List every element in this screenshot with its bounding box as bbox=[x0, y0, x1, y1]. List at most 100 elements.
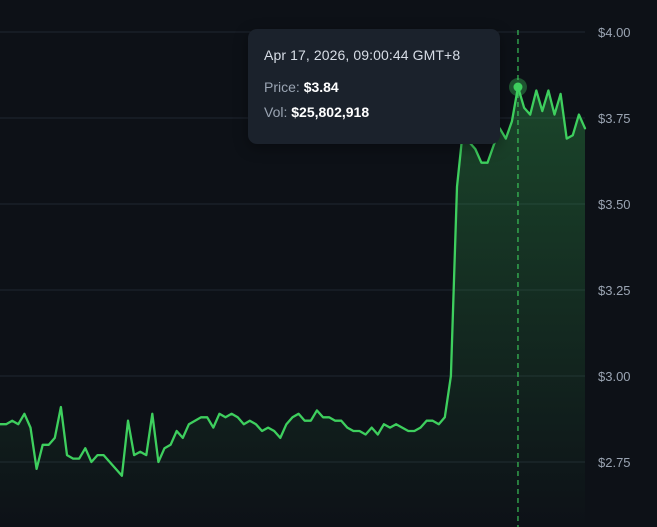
data-point bbox=[272, 429, 276, 433]
data-point bbox=[22, 412, 26, 416]
data-point bbox=[443, 415, 447, 419]
y-tick-label: $3.75 bbox=[598, 111, 631, 126]
data-point bbox=[47, 443, 51, 447]
tooltip-volume-value: $25,802,918 bbox=[291, 104, 370, 120]
y-tick-label: $3.25 bbox=[598, 283, 631, 298]
data-point bbox=[577, 113, 581, 117]
data-point bbox=[364, 433, 368, 437]
data-point bbox=[248, 419, 252, 423]
data-point bbox=[102, 453, 106, 457]
hover-marker bbox=[508, 78, 527, 97]
data-point bbox=[455, 185, 459, 189]
data-point bbox=[254, 422, 258, 426]
data-point bbox=[150, 412, 154, 416]
data-point bbox=[236, 415, 240, 419]
data-point bbox=[473, 147, 477, 151]
data-point bbox=[217, 412, 221, 416]
data-point bbox=[565, 137, 569, 141]
data-point bbox=[400, 426, 404, 430]
data-point bbox=[510, 119, 514, 123]
data-point bbox=[394, 422, 398, 426]
data-point bbox=[205, 415, 209, 419]
data-point bbox=[315, 408, 319, 412]
data-point bbox=[96, 453, 100, 457]
data-point bbox=[35, 467, 39, 471]
data-point bbox=[65, 453, 69, 457]
hover-dot bbox=[513, 82, 523, 92]
data-point bbox=[583, 126, 587, 130]
data-point bbox=[242, 422, 246, 426]
data-point bbox=[327, 415, 331, 419]
data-point bbox=[4, 422, 8, 426]
data-point bbox=[309, 419, 313, 423]
y-axis-ticks: $4.00 $3.75 $3.50 $3.25 $3.00 $2.75 bbox=[598, 25, 631, 470]
data-point bbox=[419, 426, 423, 430]
data-point bbox=[211, 426, 215, 430]
data-point bbox=[278, 436, 282, 440]
data-point bbox=[571, 133, 575, 137]
data-point bbox=[486, 161, 490, 165]
data-point bbox=[187, 422, 191, 426]
tooltip-price-value: $3.84 bbox=[303, 79, 339, 95]
data-point bbox=[492, 144, 496, 148]
data-point bbox=[53, 436, 57, 440]
area-fill bbox=[0, 87, 585, 527]
tooltip-volume-label: Vol: bbox=[264, 104, 288, 120]
y-tick-label: $3.00 bbox=[598, 369, 631, 384]
data-point bbox=[193, 419, 197, 423]
data-point bbox=[224, 415, 228, 419]
data-point bbox=[504, 137, 508, 141]
data-point bbox=[358, 429, 362, 433]
data-point bbox=[120, 474, 124, 478]
data-point bbox=[437, 422, 441, 426]
data-point bbox=[345, 426, 349, 430]
data-point bbox=[376, 433, 380, 437]
data-point bbox=[291, 415, 295, 419]
data-point bbox=[138, 450, 142, 454]
data-point bbox=[303, 419, 307, 423]
data-point bbox=[260, 429, 264, 433]
data-point bbox=[546, 89, 550, 93]
data-point bbox=[144, 453, 148, 457]
y-tick-label: $2.75 bbox=[598, 455, 631, 470]
y-tick-label: $3.50 bbox=[598, 197, 631, 212]
data-point bbox=[163, 446, 167, 450]
data-point bbox=[132, 453, 136, 457]
y-tick-label: $4.00 bbox=[598, 25, 631, 40]
series-line bbox=[0, 85, 587, 477]
data-point bbox=[126, 419, 130, 423]
data-point bbox=[388, 426, 392, 430]
data-point bbox=[333, 419, 337, 423]
tooltip-price-label: Price: bbox=[264, 79, 300, 95]
data-point bbox=[77, 457, 81, 461]
data-point bbox=[284, 422, 288, 426]
data-point bbox=[89, 460, 93, 464]
data-point bbox=[339, 419, 343, 423]
data-point bbox=[351, 429, 355, 433]
data-point bbox=[321, 415, 325, 419]
data-point bbox=[230, 412, 234, 416]
data-point bbox=[534, 89, 538, 93]
data-point bbox=[425, 419, 429, 423]
data-point bbox=[114, 467, 118, 471]
data-point bbox=[540, 109, 544, 113]
data-point bbox=[10, 419, 14, 423]
data-point bbox=[175, 429, 179, 433]
data-point bbox=[297, 412, 301, 416]
data-point bbox=[169, 443, 173, 447]
data-point bbox=[16, 422, 20, 426]
data-point bbox=[406, 429, 410, 433]
data-point bbox=[108, 460, 112, 464]
tooltip-price-row: Price: $3.84 bbox=[264, 79, 484, 95]
data-point bbox=[431, 419, 435, 423]
data-point bbox=[156, 460, 160, 464]
data-point bbox=[479, 161, 483, 165]
data-point bbox=[522, 106, 526, 110]
tooltip-date: Apr 17, 2026, 09:00:44 GMT+8 bbox=[264, 47, 461, 63]
data-point bbox=[412, 429, 416, 433]
data-point bbox=[199, 415, 203, 419]
data-point bbox=[553, 113, 557, 117]
price-tooltip: Apr 17, 2026, 09:00:44 GMT+8 Price: $3.8… bbox=[248, 29, 500, 144]
